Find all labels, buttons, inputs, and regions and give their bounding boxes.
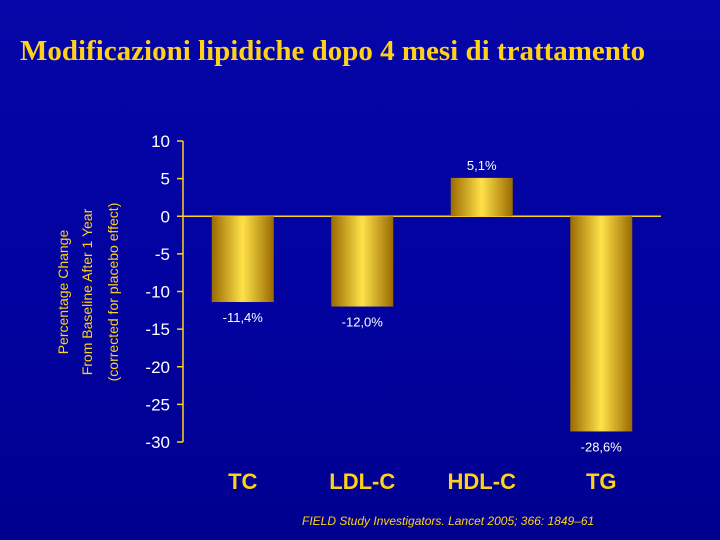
bar-tg: [570, 216, 633, 432]
bars: [211, 177, 633, 432]
x-tick-label: HDL-C: [448, 469, 517, 494]
y-tick-label: -5: [155, 245, 170, 264]
y-tick-label: 0: [161, 207, 170, 226]
y-tick-label: -30: [145, 433, 170, 452]
y-tick-label: 5: [161, 170, 170, 189]
data-label: 5,1%: [467, 158, 497, 173]
data-label: -28,6%: [581, 439, 623, 454]
x-tick-label: TG: [586, 469, 617, 494]
data-label: -12,0%: [342, 315, 384, 330]
y-axis-label-line: From Baseline After 1 Year: [79, 208, 95, 375]
citation: FIELD Study Investigators. Lancet 2005; …: [302, 514, 595, 528]
data-label: -11,4%: [223, 310, 264, 325]
slide-title: Modificazioni lipidiche dopo 4 mesi di t…: [20, 35, 646, 67]
y-tick-label: -20: [145, 358, 170, 377]
y-axis-label-line: (corrected for placebo effect): [105, 203, 121, 382]
data-labels: -11,4% -12,0% 5,1% -28,6%: [223, 158, 623, 455]
y-tick-label: 10: [151, 132, 170, 151]
y-tick-label: -10: [145, 283, 170, 302]
x-tick-label: LDL-C: [329, 469, 395, 494]
x-tick-label: TC: [228, 469, 257, 494]
bar-tc: [211, 216, 274, 303]
y-axis-label-line: Percentage Change: [55, 230, 71, 355]
bar-hdl-c: [450, 177, 513, 217]
bar-ldl-c: [331, 216, 394, 307]
y-tick-label: -15: [145, 320, 170, 339]
y-axis-label: Percentage Change From Baseline After 1 Y…: [55, 203, 121, 382]
x-axis: TC LDL-C HDL-C TG: [228, 469, 616, 494]
y-tick-label: -25: [145, 395, 170, 414]
